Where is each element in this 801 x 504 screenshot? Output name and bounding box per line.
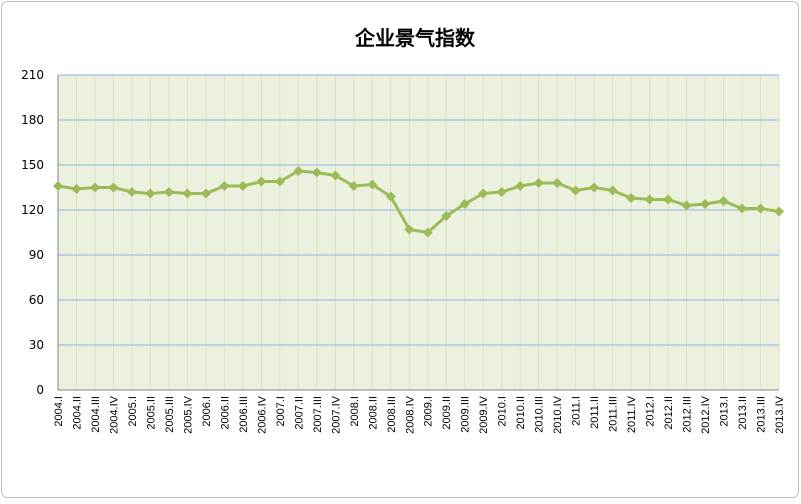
x-tick-label: 2006.I bbox=[201, 396, 213, 427]
x-tick-label: 2004.I bbox=[53, 396, 65, 427]
x-tick-label: 2004.II bbox=[71, 396, 83, 430]
data-point bbox=[237, 181, 248, 191]
data-point bbox=[126, 187, 137, 197]
x-tick-label: 2008.III bbox=[386, 396, 398, 433]
x-tick-label: 2010.IV bbox=[552, 395, 564, 434]
data-point bbox=[570, 185, 581, 196]
data-point bbox=[533, 178, 544, 188]
data-point bbox=[311, 167, 322, 178]
x-tick-label: 2006.II bbox=[219, 396, 231, 430]
data-point bbox=[145, 188, 156, 199]
data-point bbox=[108, 182, 119, 193]
data-point bbox=[737, 203, 748, 214]
data-point bbox=[53, 181, 63, 191]
data-point bbox=[163, 187, 174, 197]
data-point bbox=[700, 199, 711, 209]
x-tick-label: 2013.III bbox=[756, 396, 768, 433]
x-tick-label: 2004.IV bbox=[108, 395, 120, 434]
data-point bbox=[348, 181, 359, 191]
x-tick-label: 2009.I bbox=[423, 396, 435, 427]
x-tick-label: 2010.III bbox=[534, 396, 546, 433]
x-tick-label: 2012.III bbox=[682, 396, 694, 433]
data-point bbox=[367, 179, 378, 190]
x-tick-label: 2007.IV bbox=[330, 395, 342, 434]
x-tick-label: 2013.I bbox=[719, 396, 731, 427]
data-point bbox=[774, 206, 784, 217]
x-tick-label: 2008.II bbox=[367, 396, 379, 430]
x-tick-label: 2008.I bbox=[349, 396, 361, 427]
data-point bbox=[182, 188, 193, 199]
x-tick-label: 2012.II bbox=[663, 396, 675, 430]
x-tick-label: 2011.III bbox=[608, 396, 620, 432]
data-point bbox=[459, 199, 470, 209]
data-point bbox=[681, 200, 692, 211]
data-point bbox=[200, 188, 211, 199]
y-tick-label: 180 bbox=[21, 113, 44, 127]
data-point bbox=[663, 194, 674, 205]
x-tick-label: 2012.IV bbox=[700, 395, 712, 434]
y-tick-label: 60 bbox=[29, 293, 44, 307]
data-point bbox=[274, 176, 285, 187]
y-tick-label: 0 bbox=[36, 383, 44, 397]
data-point bbox=[89, 182, 100, 193]
x-tick-label: 2005.II bbox=[145, 396, 157, 430]
data-line bbox=[57, 169, 780, 234]
x-tick-label: 2004.III bbox=[90, 396, 102, 433]
data-point bbox=[589, 182, 600, 193]
y-tick-label: 120 bbox=[21, 203, 44, 217]
data-point bbox=[330, 170, 341, 181]
data-point bbox=[441, 211, 452, 221]
data-point bbox=[71, 184, 82, 194]
data-point bbox=[219, 181, 230, 191]
x-tick-label: 2010.I bbox=[497, 396, 509, 427]
data-point bbox=[385, 191, 396, 202]
data-point bbox=[478, 188, 489, 199]
data-point bbox=[404, 224, 415, 235]
y-tick-label: 90 bbox=[29, 248, 44, 262]
data-point bbox=[755, 203, 766, 214]
x-tick-label: 2006.IV bbox=[256, 395, 268, 434]
x-tick-label: 2009.II bbox=[441, 396, 453, 430]
x-tick-label: 2009.IV bbox=[478, 395, 490, 434]
x-tick-label: 2005.I bbox=[127, 396, 139, 427]
data-point bbox=[626, 193, 637, 203]
x-tick-label: 2007.I bbox=[275, 396, 287, 427]
x-tick-label: 2011.I bbox=[571, 396, 583, 426]
x-tick-label: 2005.III bbox=[164, 396, 176, 433]
x-tick-label: 2007.II bbox=[293, 396, 305, 430]
x-tick-label: 2013.II bbox=[737, 396, 749, 430]
x-tick-label: 2006.III bbox=[238, 396, 250, 433]
y-tick-label: 210 bbox=[21, 68, 44, 82]
data-point bbox=[256, 176, 267, 187]
data-point bbox=[644, 194, 655, 205]
data-point bbox=[515, 181, 526, 191]
x-tick-label: 2013.IV bbox=[774, 395, 786, 434]
data-point bbox=[552, 178, 563, 188]
x-tick-label: 2007.III bbox=[312, 396, 324, 433]
x-tick-label: 2010.II bbox=[515, 396, 527, 430]
data-point bbox=[293, 166, 304, 176]
y-tick-label: 30 bbox=[29, 338, 44, 352]
x-tick-label: 2011.IV bbox=[626, 395, 638, 433]
data-point bbox=[496, 187, 507, 197]
x-tick-label: 2005.IV bbox=[182, 395, 194, 434]
chart-title: 企业景气指数 bbox=[354, 26, 476, 50]
x-tick-label: 2011.II bbox=[589, 396, 601, 429]
y-tick-label: 150 bbox=[21, 158, 44, 172]
x-tick-label: 2008.IV bbox=[404, 395, 416, 434]
x-tick-label: 2012.I bbox=[645, 396, 657, 427]
data-point bbox=[718, 196, 729, 206]
data-point bbox=[422, 227, 433, 238]
x-tick-label: 2009.III bbox=[460, 396, 472, 433]
data-point bbox=[607, 185, 618, 196]
